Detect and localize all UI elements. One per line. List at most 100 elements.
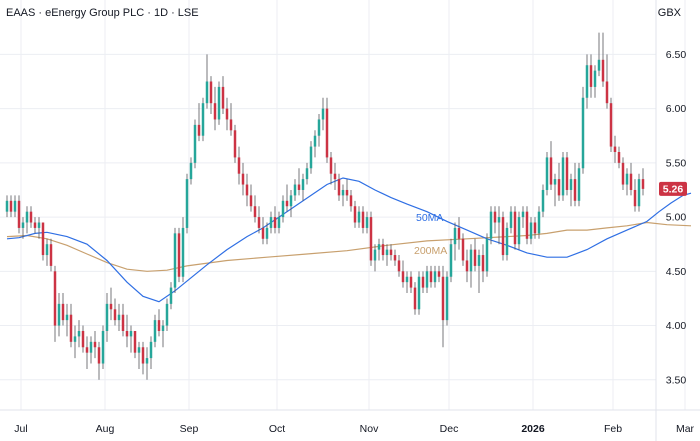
candle-body-down [141,347,145,364]
candle-body-up [73,336,77,342]
ma50-label: 50MA [416,212,443,224]
candle-body-up [301,179,305,190]
currency-label[interactable]: GBX [657,7,681,19]
candle-body-down [549,157,553,185]
candle-body-up [509,211,513,228]
candle-body-up [161,325,165,331]
candle-body-down [253,206,257,218]
candle-body-down [557,179,561,196]
candle-body-down [225,108,229,120]
price-tick-label: 6.50 [666,49,687,61]
candle-body-down [421,276,425,288]
candle-body-down [81,330,85,348]
candle-body-up [593,70,597,87]
candle-body-up [341,189,345,196]
candle-body-down [481,255,485,272]
candle-body-up [597,59,601,71]
candle-body-up [189,162,193,180]
candle-body-down [613,146,617,152]
candle-body-down [601,59,605,82]
candle-body-down [393,255,397,261]
candle-body-down [241,173,245,185]
candle-body-up [569,179,573,190]
candle-body-up [193,124,197,163]
candle-body-up [321,108,325,120]
candle-body-up [205,81,209,104]
candle-body-up [181,227,185,277]
candle-body-down [381,244,385,256]
candle-body-down [221,86,225,109]
candle-body-down [533,222,537,234]
candle-body-down [61,303,65,321]
price-tick-label: 3.50 [666,374,687,386]
candle-body-up [489,211,493,239]
candle-body-down [257,217,261,228]
last-price-value: 5.26 [663,183,684,195]
candle-body-up [425,271,429,288]
candle-body-down [401,271,405,283]
candle-body-down [525,211,529,239]
candle-body-down [429,271,433,283]
candle-body-up [77,330,81,337]
candle-body-down [329,157,333,174]
price-tick-label: 4.50 [666,266,687,278]
candle-body-down [565,157,569,190]
candle-body-down [513,211,517,245]
candle-body-up [105,303,109,331]
time-axis[interactable]: Jul Aug Sep Oct Nov Dec 2026 Feb Mar [14,423,694,435]
candle-body-up [497,217,501,223]
candle-body-up [469,249,473,272]
candle-body-down [573,179,577,201]
candle-body-down [273,217,277,228]
candle-body-up [553,179,557,185]
candle-body-down [389,249,393,256]
candle-body-up [57,303,61,326]
ma50-line [6,177,692,303]
candle-body-up [405,276,409,283]
candle-body-down [213,103,217,120]
candle-body-up [137,347,141,353]
candle-body-up [101,330,105,364]
candle-body-up [313,135,317,147]
candle-body-up [169,287,173,304]
candle-body-down [245,184,249,196]
candle-body-down [413,287,417,310]
ma50-line-group [6,177,692,303]
last-price-badge [659,181,687,196]
candle-body-down [325,108,329,158]
candle-body-down [121,314,125,331]
time-tick-label: Mar [676,423,695,435]
candle-body-down [361,211,365,228]
candle-body-down [237,157,241,174]
candle-body-down [397,260,401,272]
chart-title: EAAS · eEnergy Group PLC · 1D · LSE [6,7,199,19]
candle-body-down [249,195,253,207]
price-axis[interactable]: 3.50 4.00 4.50 5.00 5.50 6.00 6.50 [666,49,687,386]
candle-body-down [177,233,181,277]
candle-body-down [233,130,237,158]
candle-body-up [537,211,541,234]
candle-body-down [133,330,137,353]
candle-body-down [109,303,113,310]
candle-body-up [165,303,169,326]
candle-body-up [433,271,437,283]
candle-body-up [21,222,25,228]
candle-body-up [317,119,321,136]
candle-body-down [53,271,57,326]
candle-body-up [449,244,453,277]
time-tick-label: Oct [269,423,285,435]
candle-body-down [641,179,645,189]
candle-body-up [5,200,9,212]
candle-body-up [477,255,481,266]
candle-body-down [93,341,97,348]
candle-body-down [333,173,337,180]
time-tick-label: Feb [604,423,622,435]
candle-body-up [117,314,121,321]
price-tick-label: 5.50 [666,157,687,169]
candle-body-up [309,146,313,169]
candle-body-down [457,227,461,239]
candle-body-up [505,227,509,256]
candle-body-down [409,276,413,288]
time-tick-label: 2026 [521,423,545,435]
